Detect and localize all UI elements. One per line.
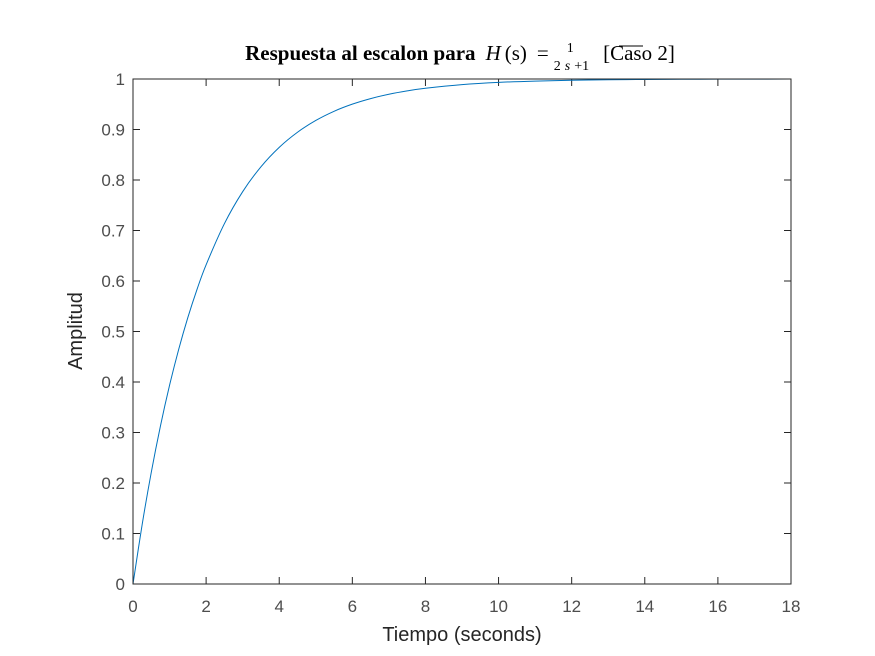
title-denominator-tail: +1: [574, 59, 589, 74]
x-tick-label: 14: [635, 597, 654, 616]
y-tick-label: 0.4: [101, 373, 125, 392]
series-layer: [132, 78, 792, 585]
x-tick-label: 8: [421, 597, 430, 616]
x-tick-label: 18: [782, 597, 801, 616]
x-axis-label: Tiempo (seconds): [382, 624, 541, 646]
title-func-name: H: [485, 41, 503, 65]
title-equals: =: [537, 41, 549, 65]
title-numerator: 1: [567, 41, 574, 56]
x-tick-label: 2: [201, 597, 210, 616]
y-tick-label: 0.2: [101, 474, 125, 493]
x-tick-label: 0: [128, 597, 137, 616]
tick-labels-layer: 0 2 4 6 8 10 12 14 16 18 0 0.1 0.2 0.3 0.4 0.5 0.6 0.7 0.8…: [101, 70, 800, 616]
y-tick-label: 0: [116, 575, 125, 594]
y-axis-label: Amplitud: [65, 292, 87, 370]
plot-frame: [132, 78, 792, 585]
plot-area: [133, 79, 791, 584]
y-tick-label: 0.7: [101, 222, 125, 241]
title-prefix: Respuesta al escalon para: [245, 41, 476, 65]
y-tick-label: 0.3: [101, 424, 125, 443]
x-tick-label: 6: [348, 597, 357, 616]
y-tick-label: 1: [116, 70, 125, 89]
series-line: [132, 78, 792, 585]
y-tick-label: 0.1: [101, 525, 125, 544]
y-tick-label: 0.5: [101, 323, 125, 342]
title-denominator-var: s: [565, 59, 571, 74]
title-suffix: [Caso 2]: [603, 41, 675, 65]
x-tick-label: 12: [562, 597, 581, 616]
chart-title: Respuesta al escalon para H (s) = 1 2 s …: [245, 39, 675, 74]
y-tick-label: 0.8: [101, 171, 125, 190]
title-denominator-lead: 2: [554, 59, 561, 74]
y-tick-label: 0.9: [101, 121, 125, 140]
x-tick-label: 10: [489, 597, 508, 616]
x-tick-label: 16: [708, 597, 727, 616]
title-func-arg: (s): [505, 41, 527, 65]
y-tick-label: 0.6: [101, 272, 125, 291]
x-tick-label: 4: [274, 597, 283, 616]
